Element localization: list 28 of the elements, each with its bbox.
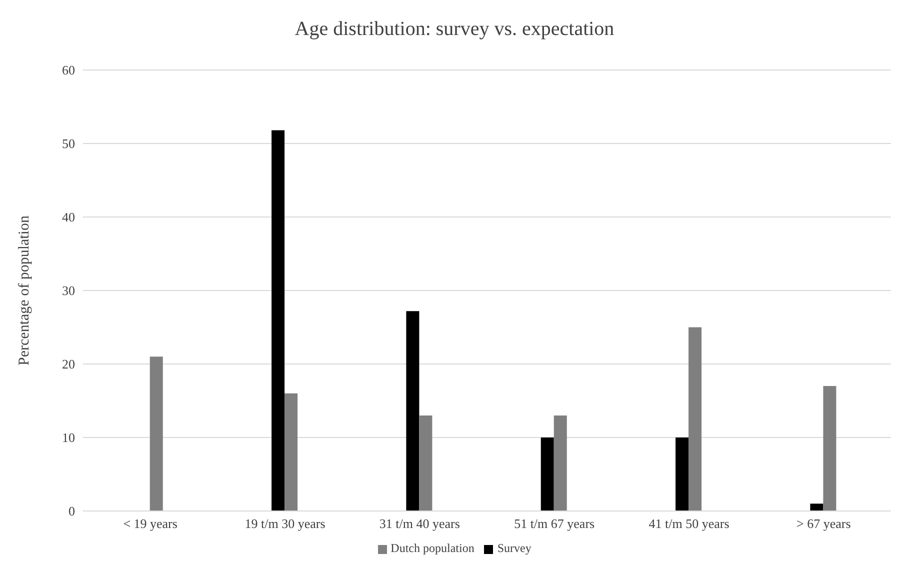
x-tick-label: 19 t/m 30 years <box>244 516 326 532</box>
x-tick-label: 31 t/m 40 years <box>379 516 460 532</box>
bar <box>554 415 567 511</box>
bar <box>150 356 163 511</box>
y-tick-label: 0 <box>68 504 75 519</box>
y-tick-label: 30 <box>62 283 75 298</box>
bar <box>284 393 298 511</box>
bar <box>810 504 824 511</box>
y-tick-label: 20 <box>62 356 75 372</box>
bar <box>676 438 689 511</box>
bar <box>419 415 432 511</box>
bar <box>688 327 702 511</box>
legend-label: Survey <box>497 541 532 555</box>
chart-title: Age distribution: survey vs. expectation <box>294 17 616 42</box>
bar <box>540 438 554 511</box>
x-tick-label: < 19 years <box>123 516 178 532</box>
x-tick-label: 41 t/m 50 years <box>648 516 730 532</box>
legend-label: Dutch population <box>390 541 474 555</box>
bar <box>272 130 285 511</box>
y-tick-label: 60 <box>62 62 75 78</box>
y-axis-title: Percentage of population <box>16 215 32 366</box>
bar <box>406 311 420 511</box>
x-tick-label: > 67 years <box>796 516 851 532</box>
bar <box>823 386 836 511</box>
y-tick-label: 40 <box>62 210 75 225</box>
x-tick-label: 51 t/m 67 years <box>514 516 595 532</box>
y-tick-label: 50 <box>62 136 75 152</box>
y-tick-label: 10 <box>62 430 75 446</box>
